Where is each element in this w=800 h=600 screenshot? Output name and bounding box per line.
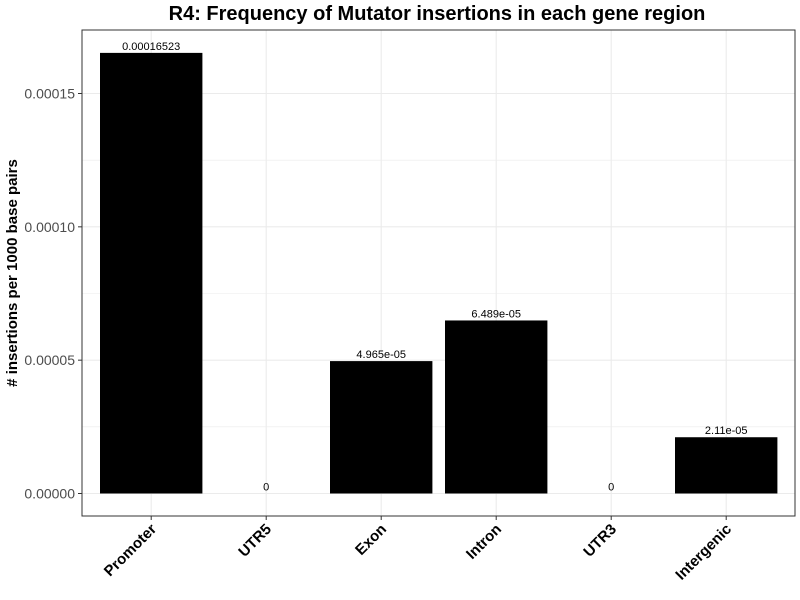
- x-tick-label: UTR3: [580, 521, 620, 561]
- y-tick-label: 0.00015: [24, 86, 75, 102]
- y-tick-label: 0.00000: [24, 486, 75, 502]
- data-label: 4.965e-05: [356, 349, 406, 361]
- bar-promoter: [100, 52, 203, 494]
- bar-intron: [445, 320, 548, 494]
- y-tick-label: 0.00005: [24, 352, 75, 368]
- y-axis: 0.00000 0.00005 0.00010 0.00015: [24, 86, 82, 502]
- x-tick-label: Exon: [352, 521, 390, 559]
- data-label: 2.11e-05: [705, 425, 748, 437]
- y-tick-label: 0.00010: [24, 219, 75, 235]
- chart-title: R4: Frequency of Mutator insertions in e…: [169, 3, 706, 25]
- x-tick-label: Intergenic: [672, 521, 735, 584]
- bar-intergenic: [675, 437, 778, 494]
- x-tick-label: UTR5: [235, 521, 275, 561]
- x-axis: Promoter UTR5 Exon Intron UTR3 Intergenic: [101, 516, 735, 584]
- data-label: 0: [608, 482, 614, 494]
- panel-border: [81, 29, 796, 517]
- x-tick-label: Intron: [463, 521, 505, 563]
- bars: [100, 52, 778, 494]
- y-axis-title: # insertions per 1000 base pairs: [4, 159, 21, 387]
- data-labels: 0.00016523 0 4.965e-05 6.489e-05 0 2.11e-05: [122, 41, 747, 494]
- data-label: 0: [263, 482, 269, 494]
- data-label: 6.489e-05: [471, 308, 521, 320]
- bar-exon: [330, 361, 433, 494]
- data-label: 0.00016523: [122, 41, 180, 53]
- x-tick-label: Promoter: [101, 521, 160, 580]
